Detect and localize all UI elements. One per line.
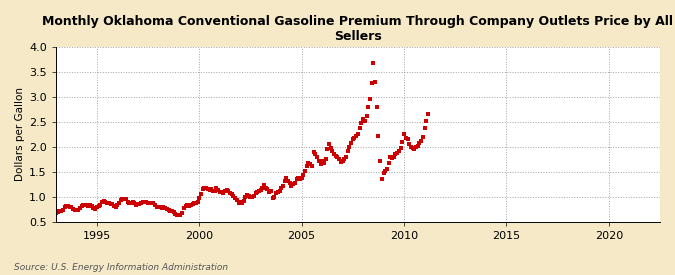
Y-axis label: Dollars per Gallon: Dollars per Gallon [15,87,25,181]
Text: Source: U.S. Energy Information Administration: Source: U.S. Energy Information Administ… [14,263,227,272]
Title: Monthly Oklahoma Conventional Gasoline Premium Through Company Outlets Price by : Monthly Oklahoma Conventional Gasoline P… [43,15,674,43]
